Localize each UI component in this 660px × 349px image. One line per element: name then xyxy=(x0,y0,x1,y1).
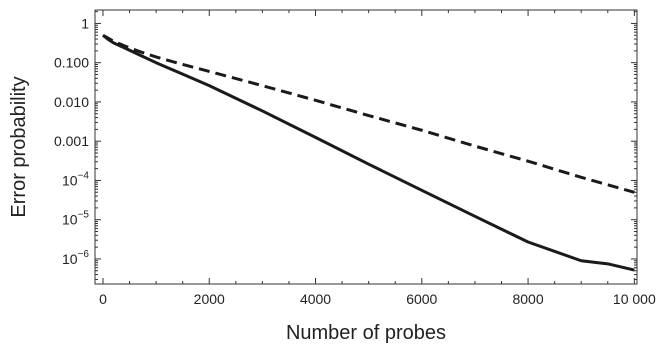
y-tick-label: 0.001 xyxy=(54,133,89,149)
x-axis-ticks: 0 2000 4000 6000 8000 10 000 xyxy=(99,10,656,307)
x-axis-title: Number of probes xyxy=(286,322,446,344)
series-layer xyxy=(102,33,635,272)
x-tick-label: 4000 xyxy=(300,291,331,307)
y-tick-label: 0.010 xyxy=(54,94,89,110)
y-tick-label: 10−5 xyxy=(62,210,89,228)
y-tick-label: 10−4 xyxy=(62,170,89,188)
y-axis-ticks: 1 0.100 0.010 0.001 10−4 10−5 10−6 xyxy=(54,11,637,280)
y-axis-title: Error probability xyxy=(8,76,30,217)
x-tick-label: 8000 xyxy=(512,291,543,307)
y-tick-label: 0.100 xyxy=(54,55,89,71)
x-tick-label: 0 xyxy=(99,291,107,307)
dashed-series-line xyxy=(102,33,635,194)
x-tick-label: 10 000 xyxy=(613,291,656,307)
x-tick-label: 6000 xyxy=(406,291,437,307)
y-tick-label: 1 xyxy=(81,15,89,31)
y-tick-label: 10−6 xyxy=(62,249,89,267)
x-tick-label: 2000 xyxy=(194,291,225,307)
solid-series-line xyxy=(102,34,635,272)
plot-frame xyxy=(94,9,638,285)
